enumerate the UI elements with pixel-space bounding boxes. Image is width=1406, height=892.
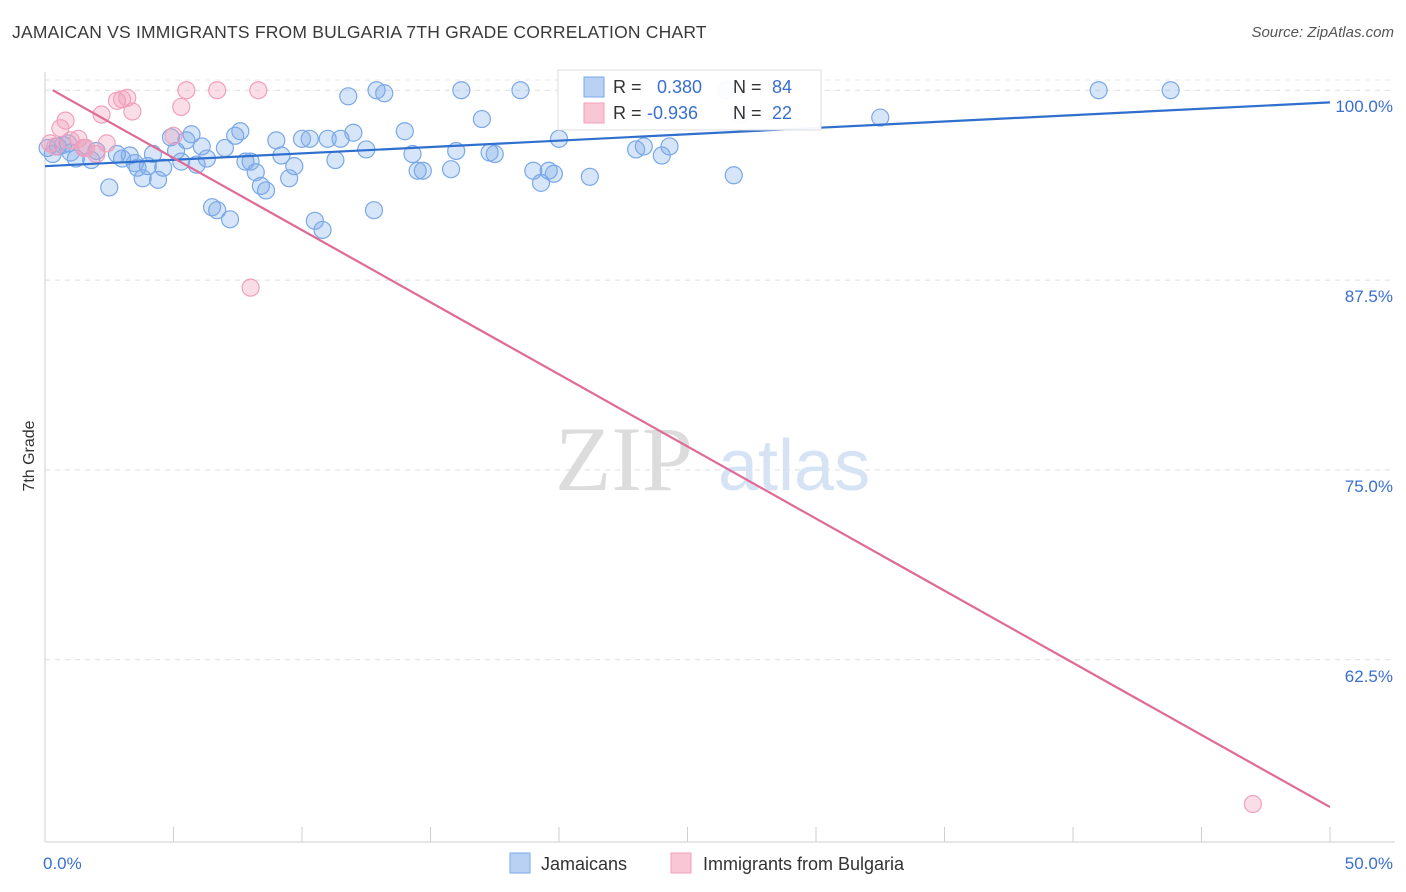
point-bulgaria (97, 134, 116, 153)
point-jamaicans (154, 158, 173, 177)
point-jamaicans (413, 161, 432, 180)
point-jamaicans (395, 122, 414, 141)
point-jamaicans (452, 81, 471, 100)
series-legend: Jamaicans Immigrants from Bulgaria (509, 852, 905, 874)
point-jamaicans (511, 81, 530, 100)
bottom-legend-label-bulgaria: Immigrants from Bulgaria (703, 854, 905, 874)
point-bulgaria (41, 134, 60, 153)
point-bulgaria (123, 102, 142, 121)
trend-lines (44, 89, 1331, 809)
point-jamaicans (549, 129, 569, 148)
x-tick-label-min: 0.0% (43, 854, 82, 873)
point-jamaicans (403, 144, 422, 164)
y-tick-label: 75.0% (1345, 477, 1393, 496)
point-jamaicans (100, 178, 119, 197)
data-points (38, 81, 1263, 814)
point-jamaicans (182, 125, 201, 144)
point-jamaicans (202, 198, 222, 217)
legend-swatch-jamaicans (583, 76, 605, 98)
point-jamaicans (485, 144, 504, 164)
point-jamaicans (871, 108, 890, 127)
point-jamaicans (660, 137, 679, 156)
legend-n-value-2: 22 (772, 103, 792, 123)
bottom-legend-swatch-bulgaria (670, 852, 692, 874)
point-jamaicans (580, 167, 599, 186)
source-label: Source: ZipAtlas.com (1251, 24, 1394, 41)
point-bulgaria (74, 138, 93, 158)
point-jamaicans (313, 220, 332, 240)
point-jamaicans (441, 160, 461, 179)
point-jamaicans (256, 181, 276, 200)
point-jamaicans (364, 201, 384, 220)
y-tick-labels: 100.0% 87.5% 75.0% 62.5% (1335, 97, 1393, 686)
y-tick-label: 100.0% (1335, 97, 1393, 116)
point-bulgaria (208, 81, 227, 100)
legend-swatch-bulgaria (583, 102, 605, 124)
trend-line-jamaicans (44, 101, 1331, 168)
point-jamaicans (231, 122, 250, 141)
point-bulgaria (241, 278, 260, 297)
bottom-legend-swatch-jamaicans (509, 852, 531, 874)
point-bulgaria (56, 111, 75, 130)
point-jamaicans (208, 201, 227, 220)
point-jamaicans (472, 109, 491, 129)
point-jamaicans (318, 129, 337, 148)
point-bulgaria (177, 81, 196, 100)
point-jamaicans (267, 131, 286, 150)
point-jamaicans (539, 161, 558, 180)
point-bulgaria (1243, 794, 1263, 814)
point-jamaicans (652, 146, 671, 165)
legend-r-label-2: R = (613, 103, 642, 123)
stats-legend: R = 0.380 N = 84 R = -0.936 N = 22 (557, 69, 822, 131)
legend-n-value-1: 84 (772, 77, 792, 97)
legend-n-label-2: N = (733, 103, 762, 123)
y-tick-label: 62.5% (1345, 667, 1393, 686)
point-bulgaria (46, 137, 65, 156)
point-jamaicans (634, 137, 653, 156)
y-axis-title: 7th Grade (21, 420, 38, 491)
point-jamaicans (408, 161, 427, 180)
point-jamaicans (724, 166, 743, 185)
point-jamaicans (241, 152, 260, 171)
point-jamaicans (220, 210, 240, 229)
legend-r-label-1: R = (613, 77, 642, 97)
point-jamaicans (544, 164, 563, 183)
point-jamaicans (292, 129, 312, 148)
trend-line-bulgaria (52, 89, 1331, 809)
x-tick-marks (44, 827, 1331, 842)
point-jamaicans (1161, 81, 1180, 100)
legend-r-value-2: -0.936 (647, 103, 698, 123)
point-jamaicans (128, 158, 147, 177)
point-jamaicans (326, 150, 345, 170)
bottom-legend-label-jamaicans: Jamaicans (541, 854, 627, 874)
watermark-zip: ZIP (555, 408, 693, 510)
point-bulgaria (249, 81, 268, 100)
point-jamaicans (305, 211, 324, 230)
point-bulgaria (118, 88, 137, 107)
point-jamaicans (1089, 81, 1108, 100)
legend-n-label-1: N = (733, 77, 762, 97)
x-tick-label-max: 50.0% (1345, 854, 1393, 873)
point-jamaicans (285, 157, 304, 176)
point-jamaicans (300, 129, 319, 148)
point-bulgaria (69, 129, 88, 148)
legend-r-value-1: 0.380 (657, 77, 702, 97)
y-tick-label: 87.5% (1345, 287, 1393, 306)
point-jamaicans (344, 123, 363, 142)
point-bulgaria (172, 97, 191, 117)
point-bulgaria (164, 126, 183, 145)
watermark-atlas: atlas (718, 426, 870, 506)
point-jamaicans (339, 87, 358, 106)
chart-title: JAMAICAN VS IMMIGRANTS FROM BULGARIA 7TH… (12, 22, 707, 42)
point-jamaicans (375, 84, 394, 103)
